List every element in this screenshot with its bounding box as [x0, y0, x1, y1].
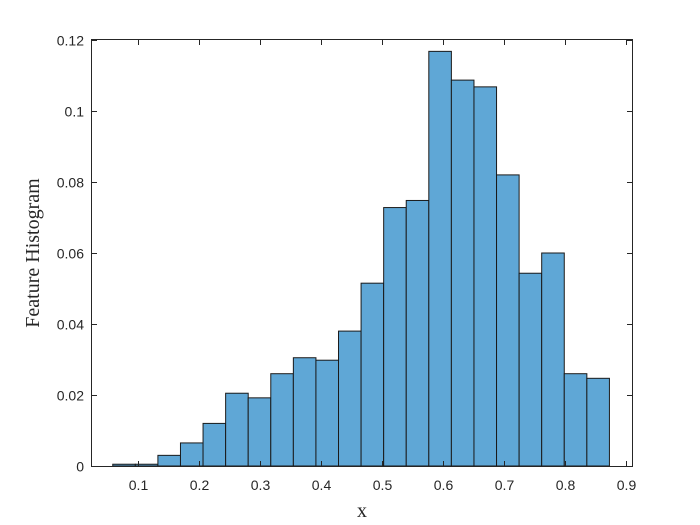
x-tick-label: 0.1 — [129, 477, 149, 493]
x-tick-label: 0.6 — [434, 477, 454, 493]
y-tick-label: 0 — [76, 459, 84, 475]
x-tick-label: 0.3 — [251, 477, 271, 493]
histogram-bar — [383, 207, 407, 467]
histogram-bar — [225, 392, 249, 467]
x-tick-label: 0.4 — [312, 477, 332, 493]
y-tick-label: 0.06 — [57, 246, 84, 262]
histogram-bar — [563, 373, 588, 467]
histogram-bar — [541, 252, 565, 467]
y-tick-label: 0.08 — [57, 175, 84, 191]
x-tick-label: 0.9 — [617, 477, 637, 493]
histogram-bar — [360, 282, 385, 467]
x-axis-label: x — [357, 500, 367, 522]
y-axis-label: Feature Histogram — [22, 178, 44, 328]
x-tick-label: 0.8 — [556, 477, 576, 493]
histogram-bar — [247, 397, 272, 467]
histogram-bar — [112, 463, 136, 467]
histogram-bar — [315, 359, 340, 467]
x-ticks-group: 0.1 0.2 0.3 0.4 0.5 0.6 0.7 0.8 0.9 — [129, 40, 637, 493]
histogram-bar — [405, 199, 430, 467]
y-tick-label: 0.1 — [65, 104, 85, 120]
histogram-bar — [292, 357, 317, 467]
histogram-bar — [270, 373, 294, 467]
histogram-bar — [518, 272, 543, 467]
histogram-bar — [428, 50, 452, 467]
y-ticks-group: 0 0.02 0.04 0.06 0.08 0.1 0.12 — [57, 33, 632, 475]
y-tick-label: 0.02 — [57, 388, 84, 404]
x-tick-label: 0.5 — [373, 477, 393, 493]
x-tick-label: 0.7 — [495, 477, 515, 493]
histogram-bar — [157, 454, 181, 467]
y-tick-label: 0.12 — [57, 33, 84, 49]
x-tick-label: 0.2 — [190, 477, 210, 493]
axes-frame — [91, 39, 633, 467]
histogram-bar — [450, 79, 475, 467]
histogram-bar — [496, 174, 520, 467]
y-tick-label: 0.04 — [57, 317, 84, 333]
histogram-bar — [473, 86, 498, 467]
histogram-bar — [586, 377, 610, 467]
histogram-bar — [338, 330, 362, 467]
histogram-bar — [202, 422, 227, 467]
